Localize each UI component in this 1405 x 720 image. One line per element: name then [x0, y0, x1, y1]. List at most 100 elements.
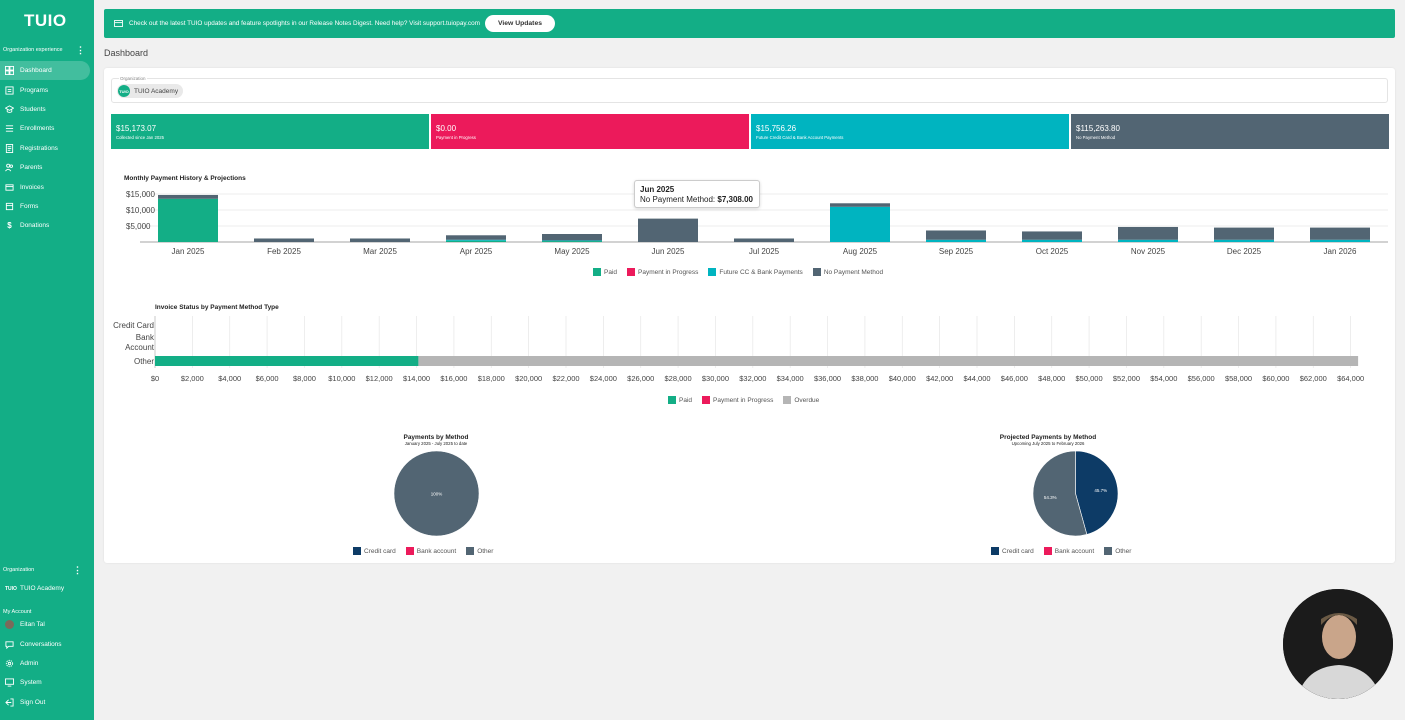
sidebar-item-label: Enrollments	[20, 125, 55, 133]
x-tick-label: $60,000	[1262, 374, 1289, 383]
presenter-video[interactable]	[1283, 589, 1393, 699]
legend-overdue[interactable]: Overdue	[783, 396, 819, 404]
pie-slice	[1032, 450, 1088, 537]
bar-segment	[926, 230, 986, 240]
bar-segment	[1022, 231, 1082, 240]
x-tick-label: Apr 2025	[460, 247, 493, 256]
bar-segment	[1310, 227, 1370, 240]
bar-segment	[542, 241, 602, 242]
sidebar-item-label: Dashboard	[20, 67, 52, 75]
org-name: TUIO Academy	[20, 585, 65, 593]
organization-label: Organization	[119, 76, 147, 81]
sidebar-item-sign-out[interactable]: Sign Out	[0, 693, 94, 712]
invoice-status-chart: $0 $2,000 $4,000 $6,000 $8,000 $10,000 $12,000…	[113, 316, 1364, 383]
x-tick-label: $64,000	[1337, 374, 1364, 383]
x-tick-label: $8,000	[293, 374, 316, 383]
sidebar-item-parents[interactable]: Parents	[0, 158, 90, 177]
bar-segment	[158, 198, 218, 242]
y-tick-label: Account	[125, 343, 155, 352]
payments-by-method-header: Payments by Method January 2025 - July 2…	[336, 434, 536, 446]
sidebar-item-label: Forms	[20, 202, 39, 210]
sidebar-item-label: Parents	[20, 164, 43, 172]
presenter-silhouette	[1283, 589, 1393, 699]
x-tick-label: $24,000	[590, 374, 617, 383]
x-tick-label: $48,000	[1038, 374, 1065, 383]
students-icon	[5, 105, 14, 114]
stat-amount: $15,173.07	[116, 124, 157, 133]
stat-label: No Payment Method	[1076, 135, 1116, 140]
y-tick-label: $5,000	[126, 222, 151, 231]
sidebar-item-donations[interactable]: $ Donations	[0, 216, 90, 235]
y-tick-label: Other	[134, 357, 154, 366]
legend-payment-in-progress[interactable]: Payment in Progress	[702, 396, 773, 404]
bar-segment	[830, 203, 890, 207]
sidebar-item-label: Donations	[20, 222, 50, 230]
sidebar-item-enrollments[interactable]: Enrollments	[0, 119, 90, 138]
organization-select[interactable]: Organization TUIO TUIO Academy	[111, 76, 1388, 103]
x-tick-label: $38,000	[851, 374, 878, 383]
x-tick-label: Aug 2025	[843, 247, 878, 256]
legend-bank-account[interactable]: Bank account	[1043, 547, 1094, 555]
legend-credit-card[interactable]: Credit card	[991, 547, 1034, 555]
stat-label: Future Credit Card & Bank Account Paymen…	[756, 135, 844, 140]
sidebar-item-system[interactable]: System	[0, 673, 94, 692]
invoice-chart-title: Invoice Status by Payment Method Type	[155, 304, 279, 311]
bar-segment	[446, 240, 506, 242]
sidebar-item-dashboard[interactable]: Dashboard	[0, 61, 90, 81]
sidebar-nav: Dashboard Programs Students Enrollments …	[0, 61, 94, 236]
bar-segment	[155, 356, 419, 366]
org-section: Organization ⋮ TUIO TUIO Academy	[0, 564, 94, 598]
pie-value-label: 54.3%	[1044, 495, 1057, 500]
sidebar-item-forms[interactable]: Forms	[0, 197, 90, 216]
legend-future-payments[interactable]: Future CC & Bank Payments	[708, 268, 803, 276]
dashboard-card: Organization TUIO TUIO Academy $15,173.0…	[104, 68, 1395, 563]
monthly-chart-title: Monthly Payment History & Projections	[124, 175, 246, 182]
monthly-payment-chart: $15,000 $10,000 $5,000 Jan 2025 Feb 2025 Mar …	[126, 190, 1388, 256]
stats-row: $15,173.07 Collected since Jan 2025 $0.0…	[111, 114, 1389, 149]
sidebar: TUIO Organization experience ⋮ Dashboard…	[0, 0, 94, 720]
sidebar-item-label: Students	[20, 105, 46, 113]
projected-payments-pie: 45.7% 54.3%	[1032, 450, 1119, 537]
sidebar-item-students[interactable]: Students	[0, 100, 90, 119]
sidebar-item-conversations[interactable]: Conversations	[0, 634, 94, 653]
legend-paid[interactable]: Paid	[593, 268, 617, 276]
x-tick-label: $22,000	[552, 374, 579, 383]
legend-no-payment-method[interactable]: No Payment Method	[812, 268, 883, 276]
chat-icon	[5, 640, 14, 649]
org-experience-header: Organization experience ⋮	[3, 44, 91, 55]
organization-chip[interactable]: TUIO TUIO Academy	[117, 84, 184, 98]
x-tick-label: Feb 2025	[267, 247, 301, 256]
stat-amount: $15,756.26	[756, 124, 797, 133]
more-options-icon[interactable]: ⋮	[73, 564, 82, 575]
more-options-icon[interactable]: ⋮	[76, 44, 85, 55]
enrollments-icon	[5, 124, 14, 133]
donations-icon: $	[7, 221, 12, 231]
sidebar-item-invoices[interactable]: Invoices	[0, 177, 90, 196]
x-tick-label: $56,000	[1188, 374, 1215, 383]
user-profile[interactable]: Eitan Tal	[0, 615, 94, 634]
sidebar-item-programs[interactable]: Programs	[0, 80, 90, 99]
sidebar-item-admin[interactable]: Admin	[0, 654, 94, 673]
x-tick-label: Sep 2025	[939, 247, 974, 256]
org-switcher[interactable]: TUIO TUIO Academy	[0, 579, 94, 598]
payments-by-method-pie: 100%	[393, 450, 480, 537]
bar-segment	[446, 239, 506, 241]
app-logo[interactable]: TUIO	[24, 11, 67, 30]
card-icon	[114, 20, 123, 27]
parents-icon	[5, 163, 14, 172]
legend-credit-card[interactable]: Credit card	[353, 547, 396, 555]
sidebar-item-registrations[interactable]: Registrations	[0, 139, 90, 158]
legend-other[interactable]: Other	[1104, 547, 1131, 555]
org-section-header: Organization ⋮	[0, 564, 88, 575]
bar-segment	[1214, 227, 1274, 240]
legend-payment-in-progress[interactable]: Payment in Progress	[627, 268, 698, 276]
org-logo: TUIO	[5, 585, 17, 592]
stat-label: Payment in Progress	[436, 135, 476, 140]
y-tick-label: $15,000	[126, 190, 155, 199]
legend-bank-account[interactable]: Bank account	[405, 547, 456, 555]
bar-segment	[542, 240, 602, 242]
x-tick-label: $54,000	[1150, 374, 1177, 383]
view-updates-button[interactable]: View Updates	[484, 15, 555, 32]
legend-paid[interactable]: Paid	[668, 396, 692, 404]
legend-other[interactable]: Other	[466, 547, 493, 555]
